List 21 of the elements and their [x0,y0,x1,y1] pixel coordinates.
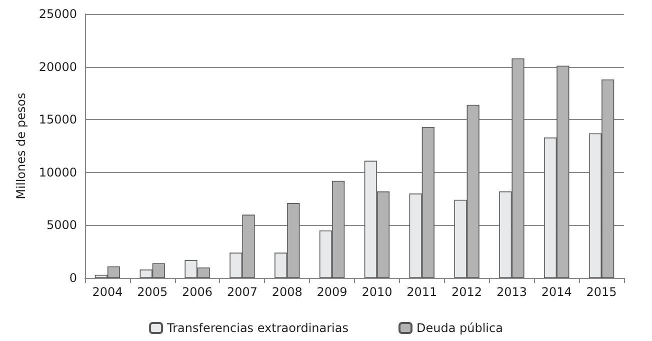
x-tick-label: 2005 [137,285,168,299]
y-tick-label: 10000 [38,165,77,180]
x-tick-label: 2006 [182,285,213,299]
y-axis-title: Millones de pesos [14,92,28,200]
x-tick-label: 2015 [586,285,617,299]
x-tick-label: 2007 [226,285,258,299]
legend-label: Transferencias extraordinarias [166,321,348,335]
x-tick-label: 2011 [406,285,438,299]
x-tick-label: 2014 [541,285,572,299]
x-tick-label: 2012 [452,285,482,299]
y-tick-label: 15000 [38,112,77,127]
legend-label: Deuda pública [416,321,503,335]
x-tick-label: 2008 [272,285,302,299]
x-tick-label: 2004 [92,285,123,299]
x-tick-label: 2010 [362,285,392,299]
x-tick-label: 2013 [496,285,527,299]
y-tick-label: 0 [69,271,77,285]
y-tick-label: 25000 [38,7,77,21]
y-tick-label: 5000 [46,218,77,232]
y-tick-label: 20000 [38,60,77,74]
x-tick-label: 2009 [316,285,348,299]
